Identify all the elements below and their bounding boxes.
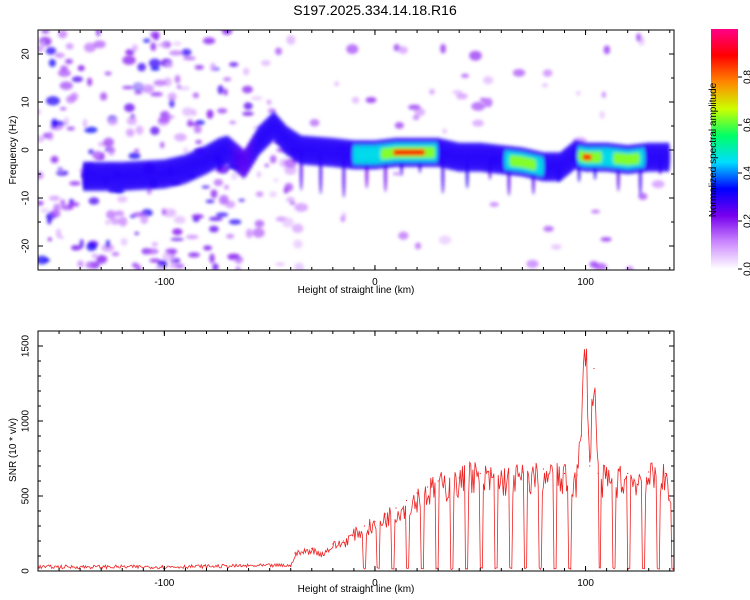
y-tick-label: -20 [21,238,32,253]
snr-point [342,540,344,542]
snr-point [374,520,376,523]
y-tick-label: 20 [21,48,32,60]
x-tick-label: 0 [372,578,378,589]
spectrogram-y-label: Frequency (Hz) [8,116,19,185]
y-tick-label: 1000 [21,409,32,432]
snr-point [469,465,471,467]
snr-point [405,499,408,502]
snr-point [500,472,502,475]
snr-point [321,552,323,554]
snr-point [576,474,578,476]
x-tick-label: -100 [154,277,174,288]
snr-x-label: Height of straight line (km) [298,584,415,595]
snr-point [384,513,387,515]
snr-point [648,471,650,473]
snr-y-label: SNR (10 * v/v) [8,418,19,482]
spectrogram-layer [38,30,671,270]
snr-point [589,465,591,467]
colorbar-tick-label: 0.2 [743,214,750,228]
x-tick-label: 0 [372,277,378,288]
y-tick-label: -10 [21,190,32,205]
snr-point [290,565,292,568]
snr-point [437,480,439,482]
snr-point [669,498,671,500]
x-tick-label: 100 [577,578,594,589]
snr-point [563,472,566,475]
x-tick-label: 100 [577,277,594,288]
chart-title: S197.2025.334.14.18.R16 [293,2,457,18]
snr-point [332,543,334,545]
y-tick-label: 10 [21,96,32,108]
snr-point [580,435,582,437]
y-tick-label: 0 [21,147,32,153]
snr-point [311,547,313,550]
snr-point [427,486,429,488]
snr-point [353,531,355,533]
snr-point [606,474,608,476]
snr-point [521,471,523,473]
snr-point [294,552,296,554]
snr-point [593,367,595,370]
y-tick-label: 500 [21,487,32,504]
snr-point [597,472,599,475]
colorbar-tick-label: 0.8 [743,70,750,84]
snr-point [363,525,366,527]
colorbar-tick-label: 0.0 [743,262,750,276]
colorbar-label: Normalized spectral amplitude [708,82,719,217]
colorbar-tick-label: 0.4 [743,166,750,180]
snr-series-line [38,348,674,571]
snr-point [395,507,397,509]
snr-point [627,472,629,475]
snr-point [542,468,545,470]
colorbar [711,29,738,269]
spectrogram-x-label: Height of straight line (km) [298,285,415,296]
colorbar-tick-label: 0.6 [743,118,750,132]
y-tick-label: 0 [21,568,32,574]
x-tick-label: -100 [154,578,174,589]
snr-point [416,492,418,494]
snr-point [458,477,460,479]
colorbar-axis: 0.0 0.2 0.4 0.6 0.8 [738,70,750,276]
y-tick-label: 1500 [21,334,32,357]
snr-point [479,472,481,475]
snr-point [664,472,667,475]
snr-plot-area [38,331,674,571]
